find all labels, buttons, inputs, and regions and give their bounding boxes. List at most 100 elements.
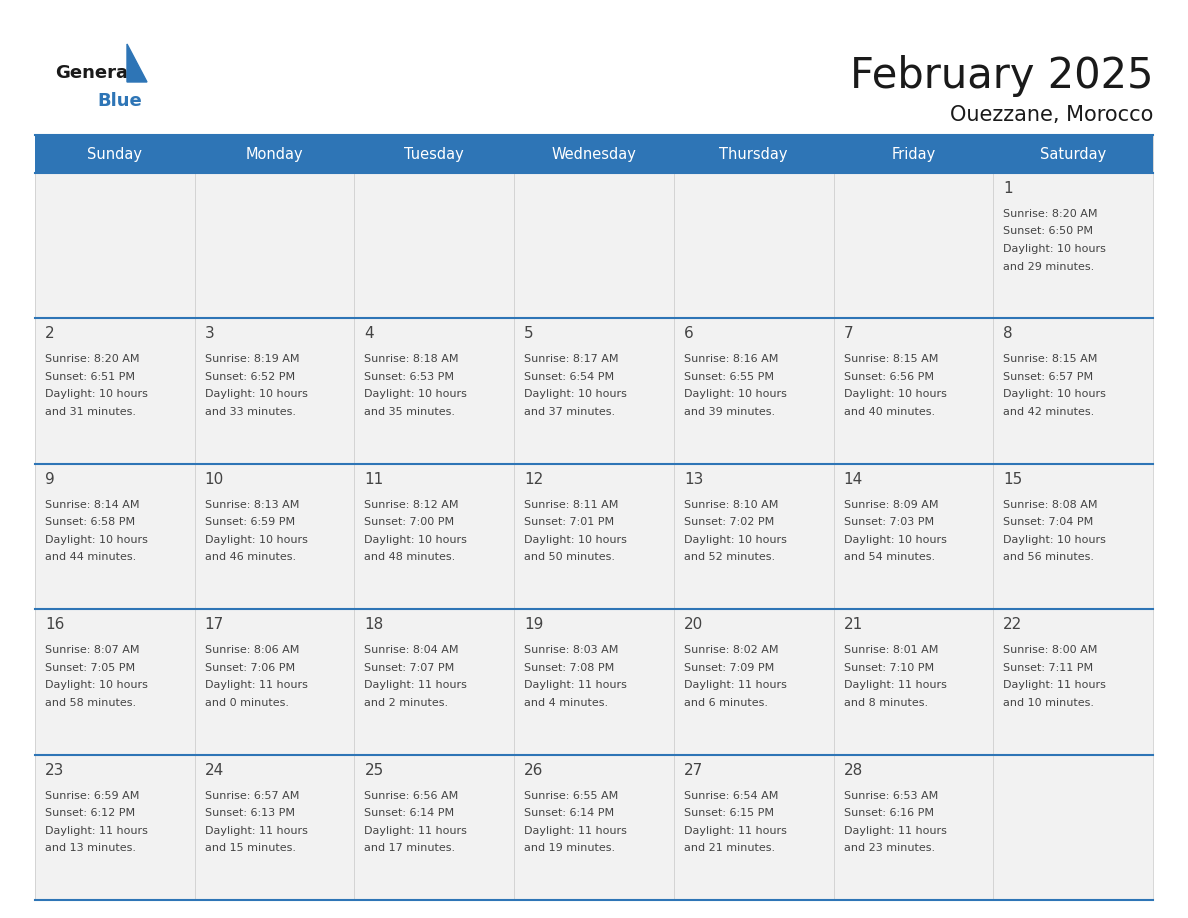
Bar: [834, 319, 993, 464]
Bar: [993, 319, 1154, 464]
Bar: [514, 173, 674, 319]
Text: 9: 9: [45, 472, 55, 487]
Text: 19: 19: [524, 617, 544, 633]
Text: Daylight: 10 hours: Daylight: 10 hours: [524, 389, 627, 399]
Text: Daylight: 11 hours: Daylight: 11 hours: [524, 825, 627, 835]
Text: 20: 20: [684, 617, 703, 633]
Text: 10: 10: [204, 472, 225, 487]
Text: Daylight: 10 hours: Daylight: 10 hours: [1004, 535, 1106, 544]
Text: 27: 27: [684, 763, 703, 778]
Bar: [674, 610, 834, 755]
Text: 6: 6: [684, 327, 694, 341]
Bar: [674, 173, 834, 319]
Text: Ouezzane, Morocco: Ouezzane, Morocco: [949, 105, 1154, 125]
Bar: [674, 319, 834, 464]
Text: Sunrise: 6:55 AM: Sunrise: 6:55 AM: [524, 790, 619, 800]
Bar: [195, 755, 354, 900]
Text: Daylight: 10 hours: Daylight: 10 hours: [45, 680, 147, 690]
Text: Saturday: Saturday: [1040, 147, 1106, 162]
Text: Sunset: 6:57 PM: Sunset: 6:57 PM: [1004, 372, 1093, 382]
Text: and 15 minutes.: and 15 minutes.: [204, 843, 296, 853]
Text: Sunset: 6:56 PM: Sunset: 6:56 PM: [843, 372, 934, 382]
Text: Blue: Blue: [97, 92, 141, 110]
Text: Sunrise: 8:12 AM: Sunrise: 8:12 AM: [365, 499, 459, 509]
Text: Daylight: 11 hours: Daylight: 11 hours: [45, 825, 147, 835]
Text: Sunset: 6:52 PM: Sunset: 6:52 PM: [204, 372, 295, 382]
Text: 15: 15: [1004, 472, 1023, 487]
Bar: [34, 135, 1154, 173]
Text: Sunrise: 8:08 AM: Sunrise: 8:08 AM: [1004, 499, 1098, 509]
Text: Sunrise: 8:03 AM: Sunrise: 8:03 AM: [524, 645, 619, 655]
Text: Daylight: 10 hours: Daylight: 10 hours: [45, 389, 147, 399]
Text: and 19 minutes.: and 19 minutes.: [524, 843, 615, 853]
Text: and 0 minutes.: and 0 minutes.: [204, 698, 289, 708]
Bar: [514, 610, 674, 755]
Text: and 10 minutes.: and 10 minutes.: [1004, 698, 1094, 708]
Text: 2: 2: [45, 327, 55, 341]
Bar: [195, 319, 354, 464]
Text: 28: 28: [843, 763, 862, 778]
Text: Sunset: 7:10 PM: Sunset: 7:10 PM: [843, 663, 934, 673]
Text: and 56 minutes.: and 56 minutes.: [1004, 553, 1094, 563]
Text: Sunrise: 8:20 AM: Sunrise: 8:20 AM: [45, 354, 139, 364]
Bar: [993, 610, 1154, 755]
Bar: [34, 464, 195, 610]
Text: 13: 13: [684, 472, 703, 487]
Text: and 42 minutes.: and 42 minutes.: [1004, 407, 1094, 417]
Text: Sunset: 6:14 PM: Sunset: 6:14 PM: [524, 808, 614, 818]
Text: and 37 minutes.: and 37 minutes.: [524, 407, 615, 417]
Text: 7: 7: [843, 327, 853, 341]
Text: Sunrise: 8:19 AM: Sunrise: 8:19 AM: [204, 354, 299, 364]
Bar: [34, 319, 195, 464]
Text: Sunset: 7:08 PM: Sunset: 7:08 PM: [524, 663, 614, 673]
Bar: [195, 464, 354, 610]
Text: Sunrise: 6:56 AM: Sunrise: 6:56 AM: [365, 790, 459, 800]
Text: Sunrise: 8:17 AM: Sunrise: 8:17 AM: [524, 354, 619, 364]
Text: Sunset: 7:05 PM: Sunset: 7:05 PM: [45, 663, 135, 673]
Text: Daylight: 11 hours: Daylight: 11 hours: [204, 680, 308, 690]
Bar: [834, 610, 993, 755]
Text: and 29 minutes.: and 29 minutes.: [1004, 262, 1094, 272]
Text: 24: 24: [204, 763, 225, 778]
Text: Daylight: 10 hours: Daylight: 10 hours: [1004, 389, 1106, 399]
Text: Sunrise: 8:02 AM: Sunrise: 8:02 AM: [684, 645, 778, 655]
Text: Daylight: 10 hours: Daylight: 10 hours: [843, 535, 947, 544]
Text: 23: 23: [45, 763, 64, 778]
Text: 4: 4: [365, 327, 374, 341]
Bar: [834, 464, 993, 610]
Text: Sunrise: 8:10 AM: Sunrise: 8:10 AM: [684, 499, 778, 509]
Text: Sunday: Sunday: [88, 147, 143, 162]
Text: 18: 18: [365, 617, 384, 633]
Text: Sunrise: 8:07 AM: Sunrise: 8:07 AM: [45, 645, 139, 655]
Text: Daylight: 11 hours: Daylight: 11 hours: [843, 825, 947, 835]
Bar: [34, 610, 195, 755]
Text: and 21 minutes.: and 21 minutes.: [684, 843, 775, 853]
Text: February 2025: February 2025: [849, 55, 1154, 97]
Text: Sunset: 6:15 PM: Sunset: 6:15 PM: [684, 808, 773, 818]
Text: Sunrise: 8:14 AM: Sunrise: 8:14 AM: [45, 499, 139, 509]
Text: Sunrise: 8:18 AM: Sunrise: 8:18 AM: [365, 354, 459, 364]
Bar: [195, 173, 354, 319]
Text: and 48 minutes.: and 48 minutes.: [365, 553, 456, 563]
Bar: [354, 464, 514, 610]
Text: and 35 minutes.: and 35 minutes.: [365, 407, 455, 417]
Text: Daylight: 10 hours: Daylight: 10 hours: [45, 535, 147, 544]
Text: Sunrise: 8:15 AM: Sunrise: 8:15 AM: [843, 354, 939, 364]
Text: Monday: Monday: [246, 147, 303, 162]
Text: Sunset: 7:06 PM: Sunset: 7:06 PM: [204, 663, 295, 673]
Text: 17: 17: [204, 617, 225, 633]
Bar: [34, 755, 195, 900]
Text: and 17 minutes.: and 17 minutes.: [365, 843, 455, 853]
Bar: [993, 173, 1154, 319]
Text: and 2 minutes.: and 2 minutes.: [365, 698, 449, 708]
Text: 8: 8: [1004, 327, 1013, 341]
Bar: [354, 173, 514, 319]
Text: Sunrise: 8:16 AM: Sunrise: 8:16 AM: [684, 354, 778, 364]
Text: Sunrise: 8:06 AM: Sunrise: 8:06 AM: [204, 645, 299, 655]
Text: Daylight: 10 hours: Daylight: 10 hours: [365, 535, 467, 544]
Text: Sunrise: 8:09 AM: Sunrise: 8:09 AM: [843, 499, 939, 509]
Text: and 46 minutes.: and 46 minutes.: [204, 553, 296, 563]
Bar: [354, 610, 514, 755]
Bar: [993, 464, 1154, 610]
Text: and 6 minutes.: and 6 minutes.: [684, 698, 767, 708]
